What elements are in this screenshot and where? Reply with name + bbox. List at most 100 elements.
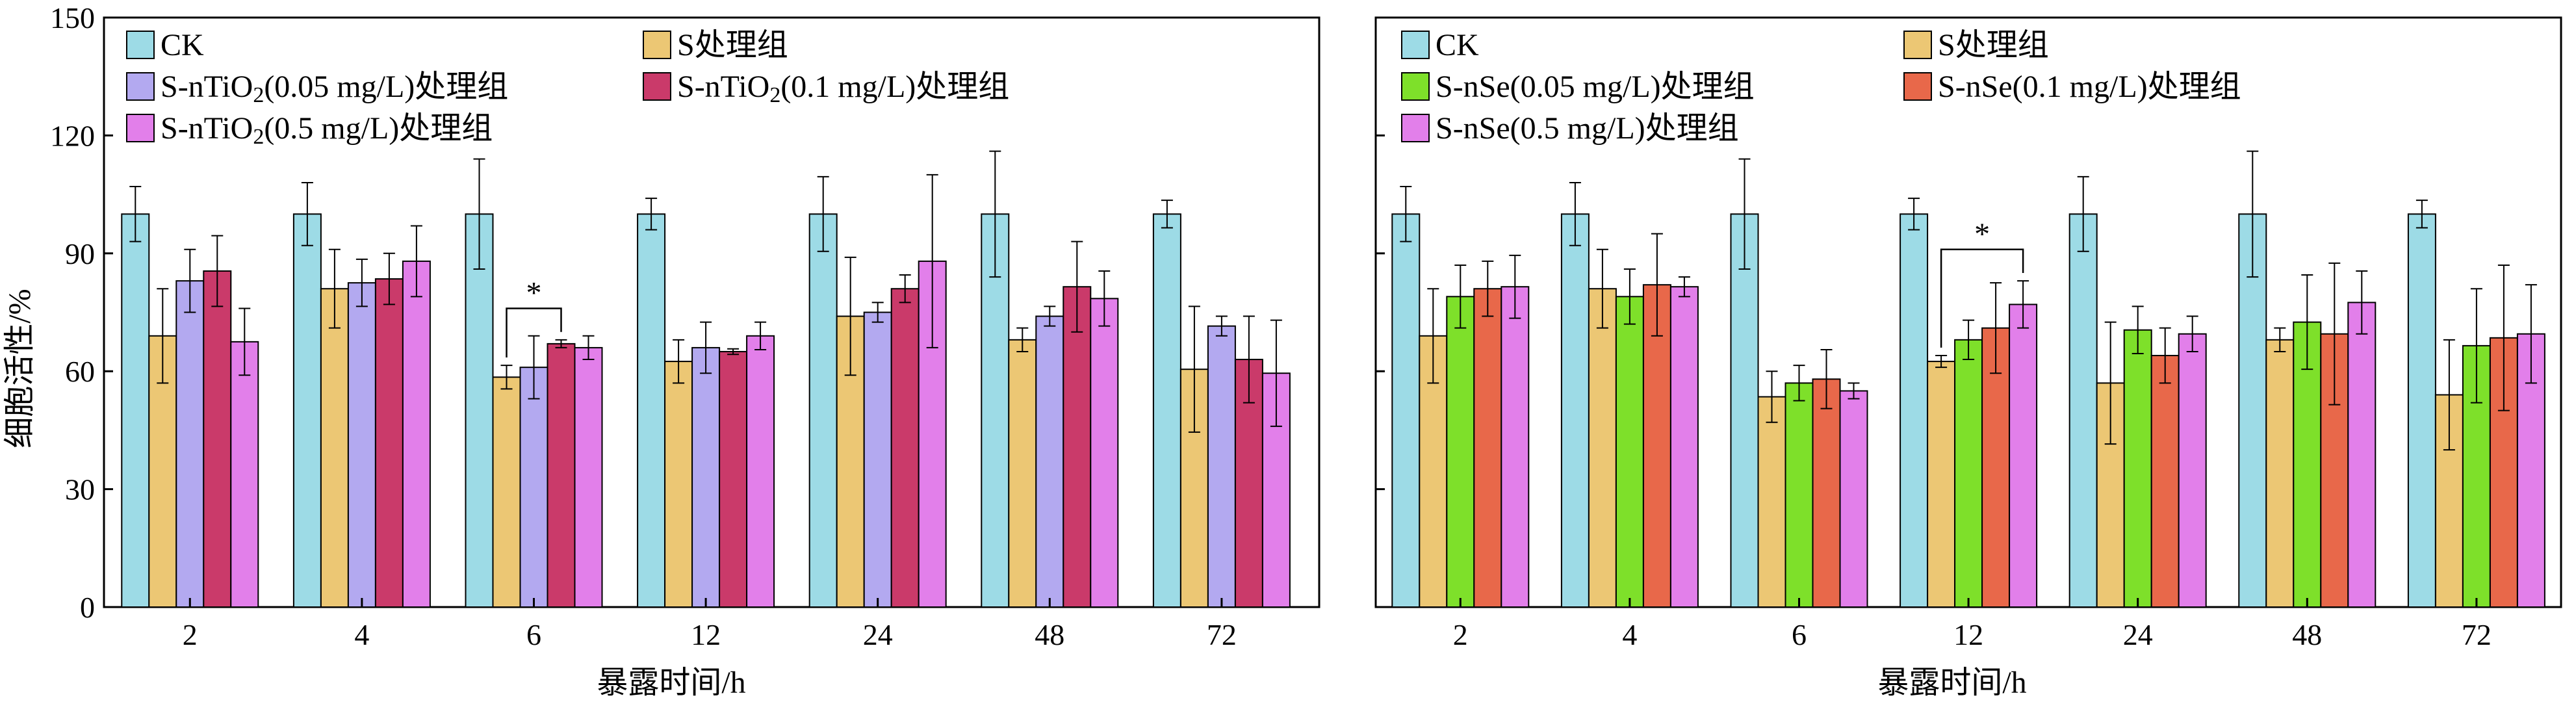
legend-swatch (126, 114, 155, 142)
x-tick-label: 4 (1622, 618, 1637, 651)
bar (836, 315, 865, 608)
bar (203, 270, 232, 608)
bar (519, 367, 548, 608)
bar (1035, 315, 1064, 608)
bar (719, 350, 748, 608)
bar (1063, 286, 1092, 608)
bar (1981, 327, 2011, 608)
legend-label: S-nSe(0.05 mg/L)处理组 (1436, 70, 1755, 104)
legend-label: S处理组 (677, 28, 788, 62)
bar (2009, 304, 2038, 608)
legend-swatch (643, 31, 671, 59)
bar (1588, 288, 1617, 608)
legend-swatch (1903, 31, 1932, 59)
x-tick-label: 4 (354, 618, 369, 651)
bar (2407, 213, 2436, 608)
legend-label: S-nTiO2(0.05 mg/L)处理组 (161, 70, 508, 107)
bar (374, 278, 404, 608)
bar (1473, 288, 1502, 608)
y-tick-label: 120 (50, 119, 95, 152)
legend-swatch (1903, 72, 1932, 101)
bar (121, 213, 150, 608)
bar (691, 346, 721, 608)
legend-swatch (126, 72, 155, 101)
bar (230, 341, 259, 608)
x-axis-label-right: 暴露时间/h (1877, 666, 2026, 700)
bar (175, 280, 205, 608)
x-tick-label: 2 (183, 618, 198, 651)
x-tick-label: 12 (1953, 618, 1983, 651)
x-tick-label: 6 (1792, 618, 1807, 651)
y-tick-label: 30 (65, 473, 95, 506)
bar (574, 346, 603, 608)
y-tick-label: 0 (80, 591, 95, 624)
bar (402, 260, 431, 608)
legend-label: S-nSe(0.1 mg/L)处理组 (1938, 70, 2241, 104)
bar (637, 213, 666, 608)
x-tick-label: 6 (526, 618, 541, 651)
bar (1501, 286, 1530, 608)
x-tick-label: 72 (2462, 618, 2492, 651)
bar (1927, 361, 1956, 608)
x-tick-label: 48 (2292, 618, 2322, 651)
bar (1812, 378, 1841, 608)
bar (2150, 355, 2180, 608)
bar (1730, 213, 1759, 608)
bar (547, 343, 576, 608)
x-tick-label: 24 (863, 618, 893, 651)
x-tick-label: 12 (691, 618, 721, 651)
significance-star: * (526, 276, 542, 310)
y-axis-label: 细胞活性/% (3, 289, 37, 448)
legend-swatch (1401, 72, 1430, 101)
bar (1391, 213, 1421, 608)
legend-label: CK (1436, 28, 1479, 62)
bar (1900, 213, 1929, 608)
legend-label: S处理组 (1938, 28, 2049, 62)
bar (1152, 213, 1181, 608)
bar (1446, 296, 1475, 608)
significance-bracket (506, 307, 562, 358)
y-tick-label: 90 (65, 237, 95, 270)
bar (746, 335, 775, 608)
bar (2347, 302, 2376, 608)
bar (1560, 213, 1590, 608)
y-tick-label: 150 (50, 1, 95, 34)
bar (1090, 298, 1119, 608)
bar (347, 282, 376, 608)
legend-swatch (643, 72, 671, 101)
bar (664, 361, 693, 608)
x-tick-label: 48 (1035, 618, 1064, 651)
x-tick-label: 72 (1207, 618, 1237, 651)
bar (890, 288, 920, 608)
bar (2178, 333, 2207, 608)
legend-label: S-nSe(0.5 mg/L)处理组 (1436, 111, 1739, 146)
legend-label: S-nTiO2(0.5 mg/L)处理组 (161, 111, 493, 149)
bar (808, 213, 838, 608)
x-tick-label: 24 (2123, 618, 2153, 651)
legend-swatch (1401, 31, 1430, 59)
bar (1615, 296, 1644, 608)
bar (1008, 339, 1037, 608)
significance-star: * (1974, 217, 1990, 252)
bar (1784, 382, 1814, 608)
bar (465, 213, 494, 608)
bar (1757, 396, 1786, 608)
x-axis-label-left: 暴露时间/h (597, 666, 745, 700)
y-tick-label: 60 (65, 355, 95, 388)
bar (2068, 213, 2098, 608)
significance-bracket (1940, 248, 2024, 348)
legend-label: S-nTiO2(0.1 mg/L)处理组 (677, 70, 1009, 107)
bar (292, 213, 322, 608)
bar (1954, 339, 1983, 608)
legend-swatch (126, 31, 155, 59)
bar (863, 311, 892, 608)
legend-label: CK (161, 28, 204, 62)
bar (1207, 325, 1236, 608)
bar (320, 288, 349, 608)
legend-swatch (1401, 114, 1430, 142)
bar (492, 376, 521, 608)
bar (2123, 329, 2152, 608)
